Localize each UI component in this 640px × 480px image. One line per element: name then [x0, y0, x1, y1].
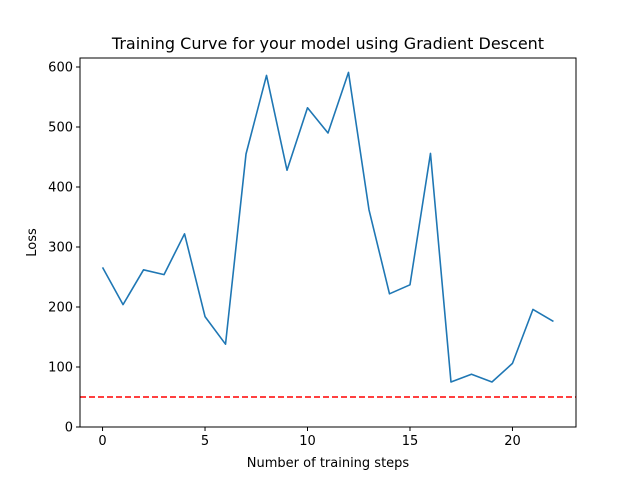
- x-tick-label: 0: [98, 434, 106, 449]
- x-tick-label: 20: [504, 434, 521, 449]
- y-tick-label: 500: [48, 121, 73, 136]
- y-tick-label: 200: [48, 301, 73, 316]
- x-axis: 0 5 10 15 20: [98, 427, 521, 449]
- y-tick-label: 0: [65, 421, 73, 436]
- y-tick-label: 600: [48, 61, 73, 76]
- x-axis-label: Number of training steps: [247, 456, 410, 471]
- y-tick-label: 100: [48, 361, 73, 376]
- y-tick-label: 400: [48, 181, 73, 196]
- plot-area: [80, 71, 576, 398]
- y-tick-label: 300: [48, 241, 73, 256]
- series-line-0: [101, 71, 554, 383]
- y-axis: 0 100 200 300 400 500 600: [48, 61, 80, 436]
- y-axis-label: Loss: [25, 228, 40, 257]
- x-tick-label: 15: [402, 434, 419, 449]
- axes-frame: [79, 57, 577, 428]
- x-tick-label: 10: [299, 434, 316, 449]
- chart-title: Training Curve for your model using Grad…: [111, 34, 544, 53]
- x-tick-label: 5: [201, 434, 209, 449]
